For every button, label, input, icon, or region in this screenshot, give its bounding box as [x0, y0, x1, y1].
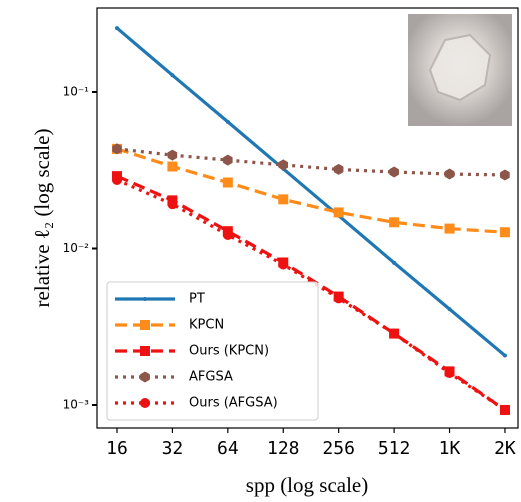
marker — [447, 307, 452, 312]
marker — [500, 169, 510, 181]
x-axis-label: spp (log scale) — [246, 473, 368, 497]
x-tick-label: 16 — [106, 438, 128, 459]
marker — [167, 149, 178, 161]
marker — [143, 297, 147, 301]
marker — [333, 207, 344, 218]
marker — [278, 194, 289, 205]
inset-photo — [408, 14, 512, 126]
marker — [278, 159, 289, 171]
marker — [444, 368, 455, 379]
legend-label: AFGSA — [189, 370, 233, 385]
y-tick-label: 10⁻¹ — [63, 84, 90, 98]
legend-label: Ours (KPCN) — [189, 344, 269, 359]
series — [112, 143, 510, 181]
marker — [170, 73, 175, 78]
marker — [222, 177, 233, 188]
marker — [114, 26, 119, 31]
y-axis-label: relative ℓ₂ (log scale) — [30, 129, 54, 308]
x-tick-label: 256 — [322, 438, 355, 459]
series — [111, 174, 510, 415]
legend-label: KPCN — [189, 318, 224, 333]
legend-label: PT — [189, 292, 205, 307]
marker — [111, 174, 122, 185]
marker — [392, 260, 397, 265]
marker — [167, 199, 178, 210]
y-tick-label: 10⁻³ — [63, 398, 90, 412]
y-tick-label: 10⁻² — [63, 241, 90, 255]
marker — [140, 320, 150, 330]
marker — [140, 346, 150, 356]
plot-frame — [96, 7, 519, 429]
marker — [223, 154, 233, 166]
marker — [499, 404, 510, 415]
marker — [167, 161, 178, 172]
marker — [502, 353, 507, 358]
marker — [140, 398, 150, 408]
legend-box — [106, 281, 319, 421]
x-tick-label: 512 — [378, 438, 411, 459]
marker — [499, 227, 510, 238]
marker — [278, 259, 289, 270]
marker — [444, 168, 455, 180]
x-tick-label: 32 — [162, 438, 184, 459]
marker — [112, 143, 122, 155]
series-line — [115, 26, 506, 357]
marker — [389, 328, 400, 339]
legend: PT KPCN Ours (KPCN) AFGSA Ours (AFGSA) — [106, 281, 319, 421]
marker — [389, 166, 399, 178]
x-tick-label: 64 — [217, 438, 239, 459]
marker — [389, 217, 400, 228]
marker — [225, 119, 230, 124]
series-line — [116, 147, 505, 177]
series-line — [116, 174, 506, 412]
marker — [140, 371, 150, 383]
x-tick-label: 2K — [494, 438, 516, 459]
marker — [222, 229, 233, 240]
legend-label: Ours (AFGSA) — [189, 396, 278, 411]
x-tick-label: 1K — [439, 438, 461, 459]
marker — [333, 293, 344, 304]
inset-object — [428, 33, 492, 102]
x-tick-label: 128 — [267, 438, 300, 459]
marker — [444, 223, 455, 234]
series-line — [116, 147, 506, 234]
marker — [333, 163, 344, 175]
